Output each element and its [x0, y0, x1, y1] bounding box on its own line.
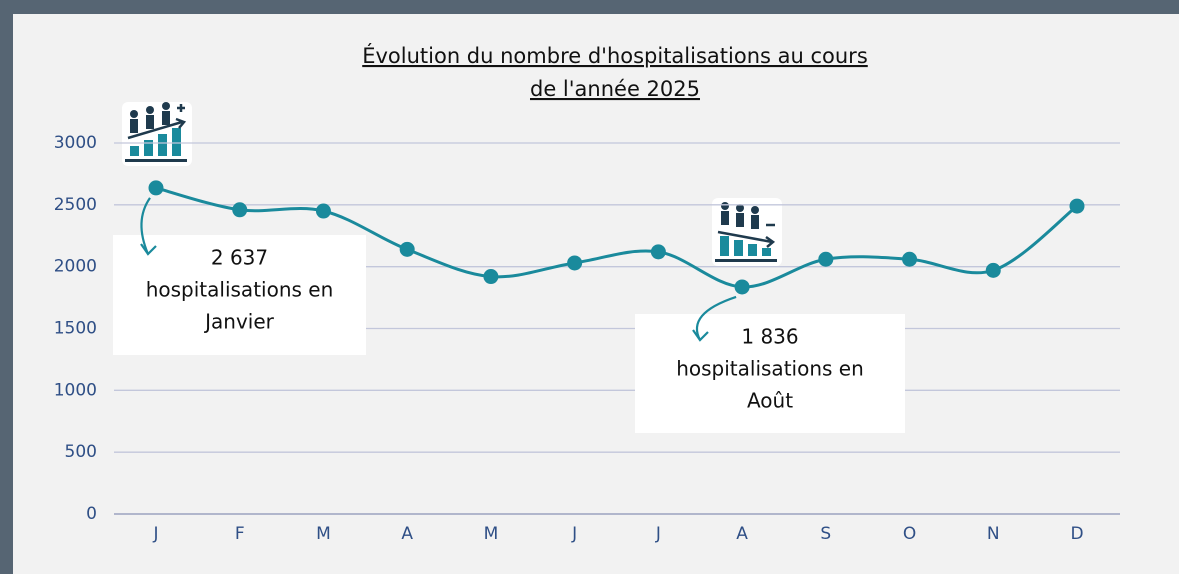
annotation-text: hospitalisations en [676, 357, 864, 381]
y-tick-label: 500 [65, 442, 97, 462]
x-tick-label: N [987, 524, 1000, 544]
annotation-text: hospitalisations en [146, 278, 334, 302]
annotation-arrowhead [692, 329, 709, 342]
chart-title: Évolution du nombre d'hospitalisations a… [362, 43, 868, 68]
border-top [0, 0, 1179, 14]
y-tick-label: 2000 [54, 257, 97, 277]
annotation-text: 2 637 [211, 246, 268, 270]
annotation-arrow [140, 197, 151, 255]
point [483, 269, 499, 285]
annotation-text: 1 836 [741, 325, 798, 349]
y-tick-label: 1000 [54, 380, 97, 400]
x-tick-label: O [903, 524, 916, 544]
annotation-arrowhead [140, 243, 157, 256]
x-tick-label: D [1070, 524, 1083, 544]
annotation-arrow [695, 295, 737, 341]
point [567, 255, 583, 271]
annotation-box [635, 314, 905, 433]
x-tick-label: J [571, 524, 577, 544]
icon-decrease [712, 198, 782, 266]
x-tick-label: M [316, 524, 331, 544]
point [148, 180, 164, 196]
y-tick-label: 0 [86, 504, 97, 524]
annotation-text: Août [747, 389, 793, 413]
point [734, 279, 750, 295]
annotation-text: Janvier [203, 310, 275, 334]
icon-increase [122, 102, 192, 166]
annotation-box [113, 235, 366, 355]
chart-title: de l'année 2025 [530, 77, 700, 101]
point [985, 262, 1001, 278]
x-tick-label: M [484, 524, 499, 544]
x-tick-label: F [235, 524, 245, 544]
x-tick-label: S [820, 524, 831, 544]
point [315, 203, 331, 219]
x-tick-label: A [401, 524, 413, 544]
x-tick-label: J [655, 524, 661, 544]
y-tick-label: 3000 [54, 133, 97, 153]
border-left [0, 0, 13, 574]
point [232, 202, 248, 218]
point [818, 251, 834, 267]
point [650, 244, 666, 260]
y-tick-label: 2500 [54, 195, 97, 215]
x-tick-label: J [152, 524, 158, 544]
y-tick-label: 1500 [54, 319, 97, 339]
point [1069, 198, 1085, 214]
x-tick-label: A [736, 524, 748, 544]
point [399, 241, 415, 257]
point [902, 251, 918, 267]
